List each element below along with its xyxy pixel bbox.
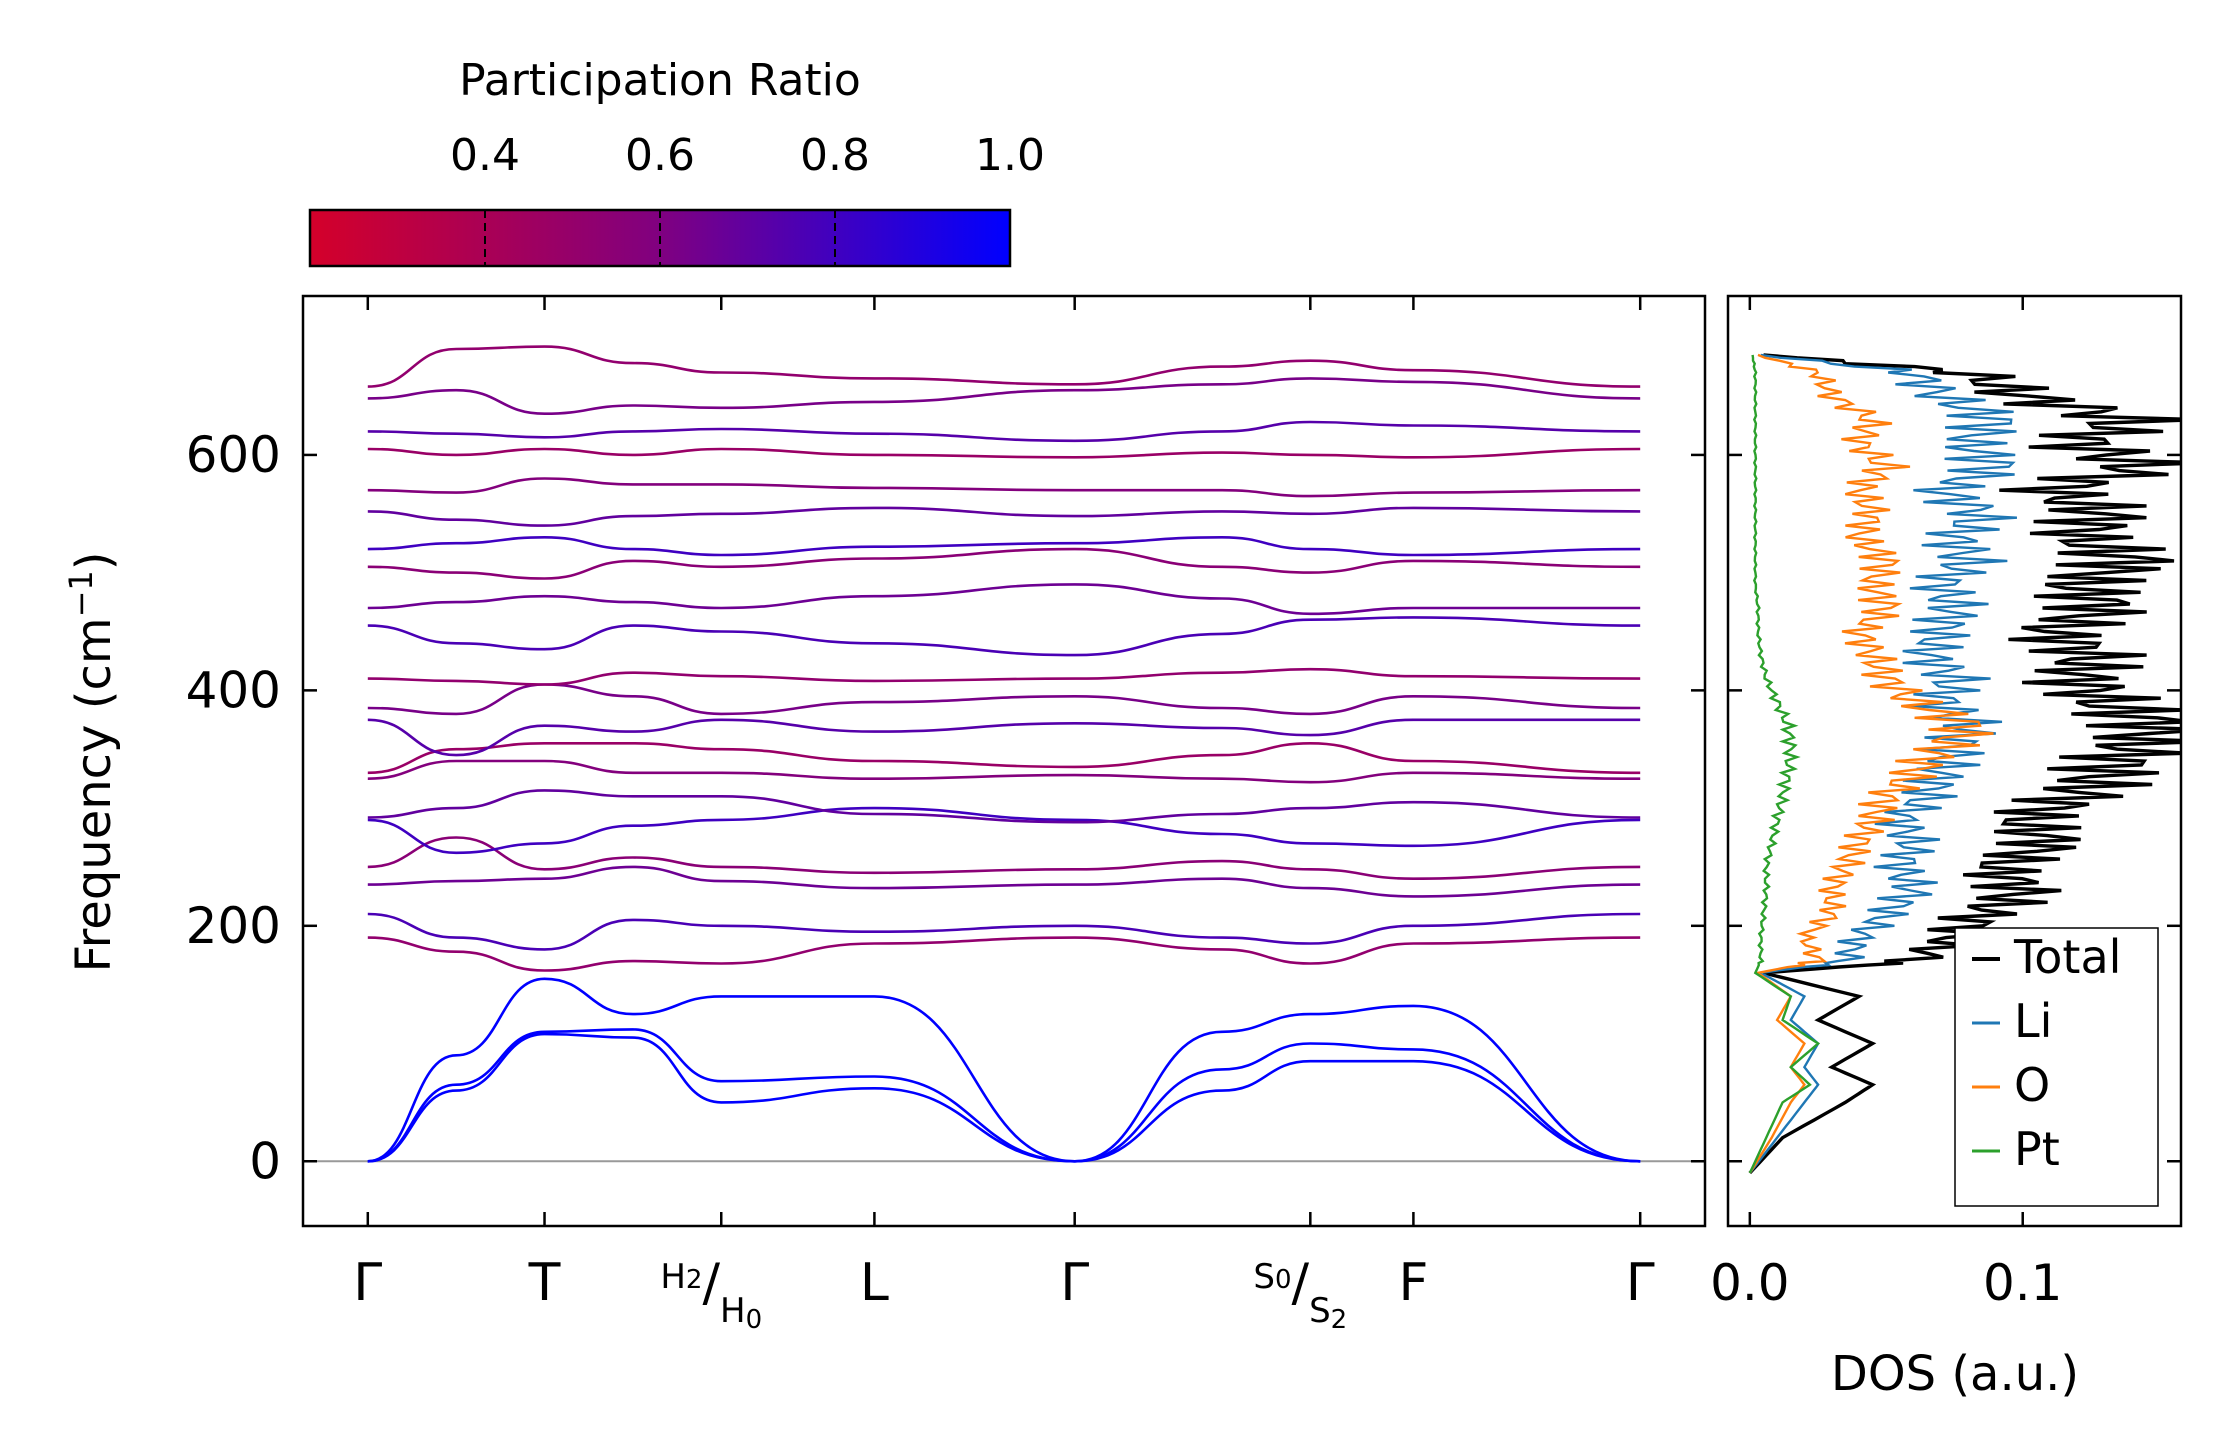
band-lines [367,345,1641,1163]
x-tick-label: H2/H0 [660,1253,762,1335]
band-line [367,447,1641,459]
band-y-ticks: 0 200 400 600 [186,426,1705,1190]
band-axes-frame [301,294,1707,1228]
legend-label: Pt [2014,1122,2060,1176]
dos-line-pt [1748,354,1821,1174]
band-line [367,506,1641,527]
band-line [367,741,1641,775]
dos-x-tick-label: 0.0 [1710,1254,1790,1312]
y-tick-label: 0 [249,1132,281,1190]
dos-x-ticks: 0.0 0.1 [1710,296,2062,1312]
dos-y-ticks [1728,453,2181,1163]
band-line [367,1028,1641,1163]
y-tick-label: 200 [186,897,281,955]
x-tick-label: Γ [1626,1253,1655,1313]
band-line [367,535,1641,557]
x-tick-label: Γ [1060,1253,1089,1313]
colorbar-tick-label: 0.6 [625,130,695,181]
band-line [367,667,1641,686]
band-line [367,616,1641,657]
y-axis-label: Frequency (cm−1) [62,551,122,972]
band-line [367,912,1641,951]
band-line [367,547,1641,580]
band-line [367,345,1641,388]
dos-panel: 0.0 0.1 DOS (a.u.) Total Li O Pt [1710,294,2183,1402]
x-tick-label: T [528,1253,561,1313]
band-line [367,683,1641,716]
x-tick-label: Γ [353,1253,382,1313]
colorbar-tick-label: 0.8 [800,130,870,181]
band-line [367,865,1641,898]
legend-frame [1954,927,2159,1207]
colorbar: Participation Ratio 0.4 0.6 0.8 1.0 [308,55,1045,268]
x-tick-label: L [860,1253,889,1313]
dos-x-axis-label: DOS (a.u.) [1831,1346,2079,1402]
dos-lines [1748,353,2181,1175]
band-line [367,759,1641,784]
dos-x-tick-label: 0.1 [1983,1254,2063,1312]
y-tick-label: 600 [186,426,281,484]
band-line [367,1032,1641,1163]
legend-label: O [2014,1058,2050,1112]
band-line [367,420,1641,443]
band-line [367,477,1641,498]
x-tick-label: F [1398,1253,1428,1313]
legend-label: Total [2013,930,2121,984]
band-line [367,583,1641,616]
colorbar-ticks: 0.4 0.6 0.8 1.0 [450,130,1045,266]
colorbar-tick-label: 1.0 [975,130,1045,181]
band-line [367,977,1641,1163]
band-x-ticks: Γ T H2/H0 L Γ S0/S2 F Γ [353,296,1655,1335]
legend-label: Li [2014,994,2052,1048]
band-structure-panel: 0 200 400 600 Γ T H2/H0 L Γ S0/S2 F Γ Frequency (c… [62,294,1707,1335]
colorbar-tick-label: 0.4 [450,130,520,181]
y-tick-label: 400 [186,661,281,719]
band-line [367,718,1641,757]
band-line [367,936,1641,972]
dos-line-total [1748,353,2181,1175]
x-tick-label: S0/S2 [1253,1253,1347,1335]
dos-line-o [1748,353,1994,1174]
band-line [367,377,1641,416]
colorbar-label: Participation Ratio [459,55,861,106]
dos-legend: Total Li O Pt [1954,927,2159,1207]
dos-axes-frame [1726,294,2183,1228]
band-line [367,789,1641,824]
band-line [367,806,1641,855]
dos-line-li [1748,353,2017,1174]
band-line [367,836,1641,881]
